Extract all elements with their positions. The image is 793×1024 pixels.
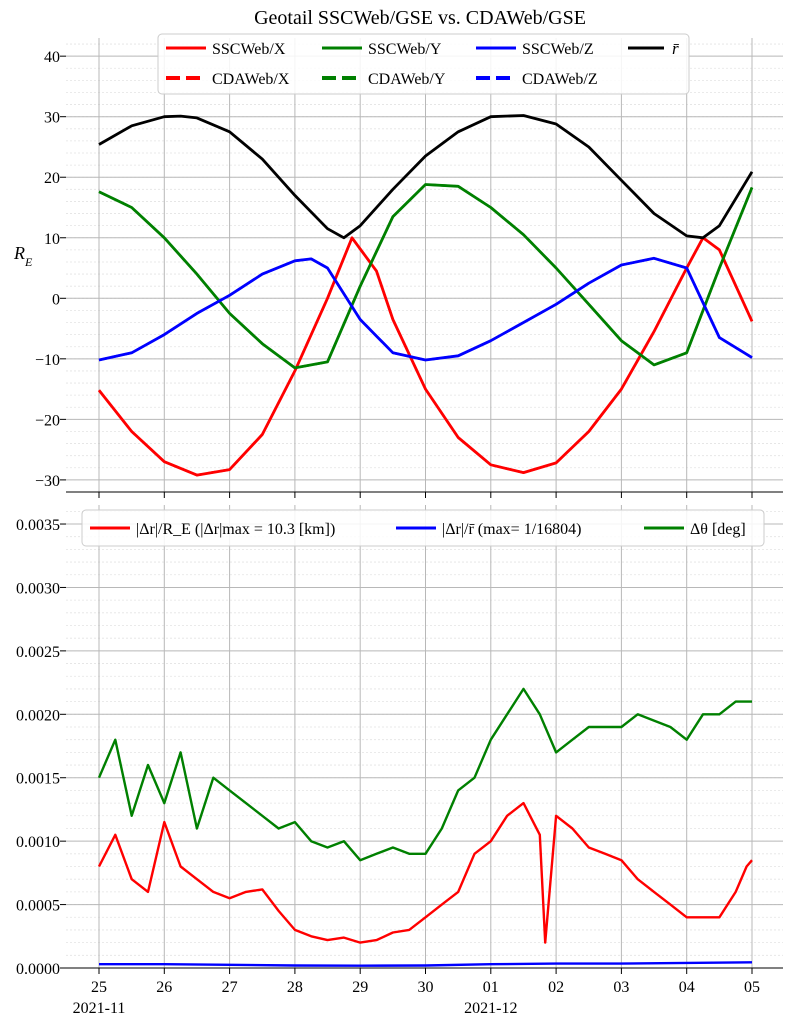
position-legend: SSCWeb/X SSCWeb/Y SSCWeb/Z r̄ CDAWeb/X C… bbox=[157, 33, 690, 95]
position-y-tick-label: −20 bbox=[35, 412, 60, 429]
position-series-line-6 bbox=[98, 114, 754, 240]
position-panel: 40 30 20 10 0 −10 −20 −30 Geotail SSCWeb/GSE vs… bbox=[13, 7, 783, 498]
x-tick-label: 04 bbox=[679, 979, 695, 996]
position-y-tick-label: 0 bbox=[52, 291, 60, 308]
difference-y-tick-label: 0.0010 bbox=[16, 834, 60, 851]
legend-label-cda-y: CDAWeb/Y bbox=[368, 71, 446, 88]
x-tick-label: 26 bbox=[156, 979, 172, 996]
x-tick-label: 25 bbox=[91, 979, 107, 996]
difference-series bbox=[97, 687, 753, 967]
difference-y-tick-label: 0.0000 bbox=[16, 961, 60, 978]
position-x-ticks bbox=[98, 492, 753, 498]
position-grid bbox=[66, 38, 783, 493]
legend-label-dr-re: |Δr|/R_E (|Δr|max = 10.3 [km]) bbox=[136, 521, 335, 538]
legend-label-ssc-z: SSCWeb/Z bbox=[522, 41, 594, 58]
x-tick-sublabel: 2021-12 bbox=[464, 1000, 517, 1017]
position-y-tick-label: 30 bbox=[44, 110, 60, 127]
x-tick-label: 03 bbox=[613, 979, 629, 996]
position-y-tick-label: −30 bbox=[35, 473, 60, 490]
x-tick-label: 01 bbox=[483, 979, 499, 996]
difference-y-tick-label: 0.0005 bbox=[16, 898, 60, 915]
x-tick-label: 05 bbox=[744, 979, 760, 996]
position-y-ticks: 40 30 20 10 0 −10 −20 −30 bbox=[35, 49, 66, 490]
x-tick-sublabel: 2021-11 bbox=[73, 1000, 126, 1017]
legend-label-ssc-x: SSCWeb/X bbox=[212, 41, 286, 58]
x-tick-label: 30 bbox=[418, 979, 434, 996]
difference-panel: 0.0000 0.0005 0.0010 0.0015 0.0020 0.0025 0.00… bbox=[16, 505, 783, 1017]
legend-label-rbar: r̄ bbox=[672, 39, 680, 58]
difference-y-ticks: 0.0000 0.0005 0.0010 0.0015 0.0020 0.0025 0.00… bbox=[16, 517, 66, 978]
position-y-tick-label: 10 bbox=[44, 231, 60, 248]
legend-label-dr-rbar: |Δr|/r̄ (max= 1/16804) bbox=[442, 521, 581, 538]
position-legend-box bbox=[157, 33, 690, 95]
legend-label-cda-z: CDAWeb/Z bbox=[522, 71, 598, 88]
difference-series-line-2 bbox=[97, 687, 752, 862]
position-series-line-3 bbox=[98, 183, 754, 370]
x-tick-label: 28 bbox=[287, 979, 303, 996]
difference-y-tick-label: 0.0025 bbox=[16, 644, 60, 661]
legend-label-ssc-y: SSCWeb/Y bbox=[368, 41, 442, 58]
x-tick-label: 29 bbox=[352, 979, 368, 996]
difference-grid bbox=[66, 505, 783, 969]
position-y-tick-label: 20 bbox=[44, 170, 60, 187]
position-y-tick-label: 40 bbox=[44, 49, 60, 66]
x-tick-label: 02 bbox=[548, 979, 564, 996]
difference-y-tick-label: 0.0030 bbox=[16, 580, 60, 597]
difference-series-line-0 bbox=[97, 801, 753, 944]
difference-y-tick-label: 0.0020 bbox=[16, 707, 60, 724]
chart-title: Geotail SSCWeb/GSE vs. CDAWeb/GSE bbox=[254, 7, 586, 29]
legend-label-cda-x: CDAWeb/X bbox=[212, 71, 290, 88]
position-y-tick-label: −10 bbox=[35, 352, 60, 369]
position-series-line-5 bbox=[98, 257, 753, 362]
difference-x-ticks: 25 26 27 28 29 30 01 02 03 04 05 2021-11 2021-12 bbox=[73, 968, 760, 1017]
position-series bbox=[97, 114, 754, 477]
difference-legend: |Δr|/R_E (|Δr|max = 10.3 [km]) |Δr|/r̄ (… bbox=[81, 509, 765, 547]
x-tick-label: 27 bbox=[222, 979, 238, 996]
difference-y-tick-label: 0.0035 bbox=[16, 517, 60, 534]
position-series-line-1 bbox=[98, 236, 754, 477]
legend-label-dtheta: Δθ [deg] bbox=[690, 521, 746, 538]
difference-y-tick-label: 0.0015 bbox=[16, 771, 60, 788]
difference-series-line-1 bbox=[99, 961, 753, 967]
